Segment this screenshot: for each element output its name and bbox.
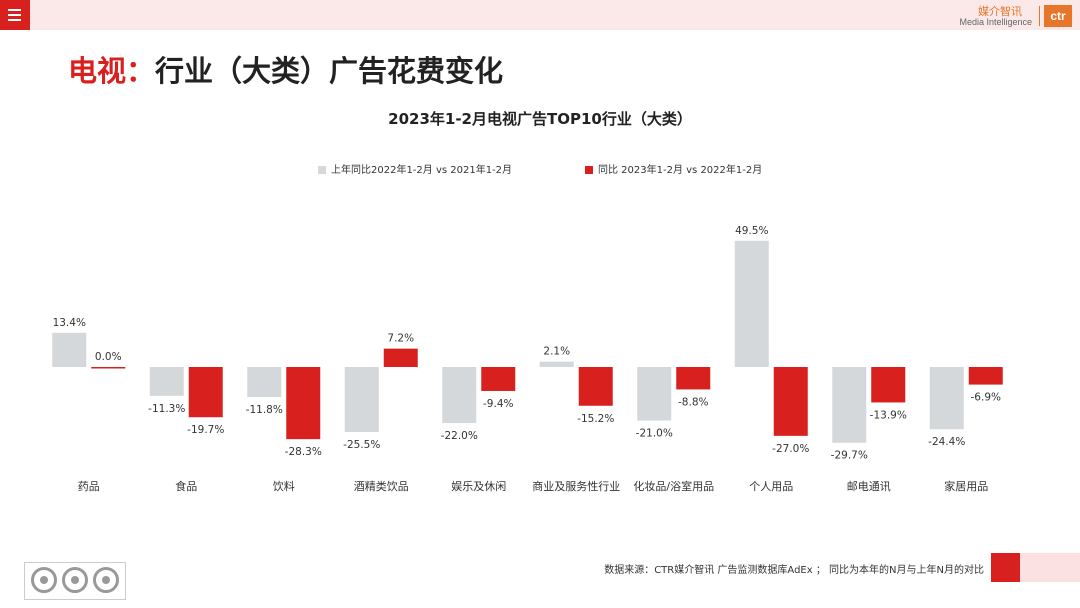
- bar-prev-year: [929, 367, 964, 430]
- page-title-rest: 行业（大类）广告花费变化: [155, 54, 504, 88]
- bar-prev-year: [344, 367, 379, 433]
- x-tick-label: 化妆品/浴室用品: [633, 479, 714, 493]
- data-label: 7.2%: [387, 333, 414, 345]
- hamburger-icon: [8, 9, 21, 11]
- x-tick-label: 家居用品: [944, 479, 988, 493]
- x-tick-label: 饮料: [273, 479, 295, 493]
- data-label: -8.8%: [678, 396, 708, 408]
- bar-prev-year: [832, 367, 867, 443]
- data-label: -6.9%: [971, 392, 1001, 404]
- legend-label-current-year: 同比 2023年1-2月 vs 2022年1-2月: [598, 165, 763, 176]
- bar-current-year: [188, 367, 223, 418]
- brand-divider: [1039, 6, 1040, 26]
- data-label: 49.5%: [735, 225, 768, 237]
- x-tick-label: 商业及服务性行业: [532, 479, 620, 493]
- x-tick-label: 酒精类饮品: [354, 479, 409, 493]
- bar-current-year: [773, 367, 808, 436]
- bar-prev-year: [442, 367, 477, 424]
- top-bar: [0, 0, 1080, 30]
- data-label: -21.0%: [636, 428, 673, 440]
- x-tick-label: 娱乐及休闲: [451, 479, 506, 493]
- sgs-seal-icon: [31, 567, 57, 593]
- sgs-seal-icon: [62, 567, 88, 593]
- data-label: -29.7%: [831, 450, 868, 462]
- legend-swatch-grey: [318, 166, 326, 174]
- data-label: 13.4%: [53, 317, 86, 329]
- x-tick-label: 个人用品: [749, 480, 793, 493]
- legend-item-prev-year: 上年同比2022年1-2月 vs 2021年1-2月: [318, 161, 512, 176]
- bar-current-year: [481, 367, 516, 391]
- page-title: 电视：行业（大类）广告花费变化: [68, 48, 503, 90]
- data-label: -22.0%: [441, 430, 478, 442]
- legend-item-current-year: 同比 2023年1-2月 vs 2022年1-2月: [585, 161, 762, 176]
- bar-current-year: [286, 367, 321, 440]
- data-source-note: 数据来源：CTR媒介智讯 广告监测数据库AdEx ； 同比为本年的N月与上年N月…: [604, 565, 984, 576]
- bar-prev-year: [247, 367, 282, 398]
- bar-prev-year: [637, 367, 672, 421]
- bar-current-year: [676, 367, 711, 390]
- bar-current-year: [578, 367, 613, 406]
- data-label: -13.9%: [870, 409, 907, 421]
- x-tick-label: 邮电通讯: [847, 480, 891, 493]
- menu-button[interactable]: [0, 0, 30, 30]
- footer-accent-red: [991, 553, 1020, 582]
- data-label: -25.5%: [343, 439, 380, 451]
- data-label: 2.1%: [543, 346, 570, 358]
- data-label: -28.3%: [285, 446, 322, 458]
- x-tick-label: 食品: [175, 479, 197, 493]
- data-label: 0.0%: [95, 351, 122, 363]
- hamburger-icon-line: [8, 19, 21, 21]
- data-label: -11.3%: [148, 403, 185, 415]
- x-tick-label: 药品: [78, 480, 100, 493]
- data-label: -27.0%: [772, 443, 809, 455]
- bar-prev-year: [52, 332, 87, 367]
- hamburger-icon-line: [8, 14, 21, 16]
- sgs-seal-icon: [93, 567, 119, 593]
- sgs-certification-logo: [24, 562, 126, 600]
- data-label: -19.7%: [187, 424, 224, 436]
- bar-current-year: [968, 367, 1003, 385]
- brand-name-cn: 媒介智讯: [978, 5, 1022, 18]
- chart-title: 2023年1-2月电视广告TOP10行业（大类）: [388, 110, 692, 128]
- bar-current-year: [383, 348, 418, 367]
- bar-prev-year: [734, 240, 769, 367]
- legend-swatch-red: [585, 166, 593, 174]
- footer-accent-pink: [1020, 553, 1080, 582]
- data-label: -9.4%: [483, 398, 513, 410]
- bar-current-year: [871, 367, 906, 403]
- bar-current-year: [91, 367, 126, 369]
- bar-prev-year: [539, 361, 574, 367]
- ctr-logo: ctr: [1044, 5, 1072, 27]
- data-label: -15.2%: [577, 413, 614, 425]
- page-title-highlight: 电视：: [68, 54, 156, 88]
- data-label: -11.8%: [246, 404, 283, 416]
- bar-prev-year: [149, 367, 184, 396]
- brand-name-en: Media Intelligence: [959, 17, 1032, 27]
- legend-label-prev-year: 上年同比2022年1-2月 vs 2021年1-2月: [331, 165, 513, 176]
- data-label: -24.4%: [928, 436, 965, 448]
